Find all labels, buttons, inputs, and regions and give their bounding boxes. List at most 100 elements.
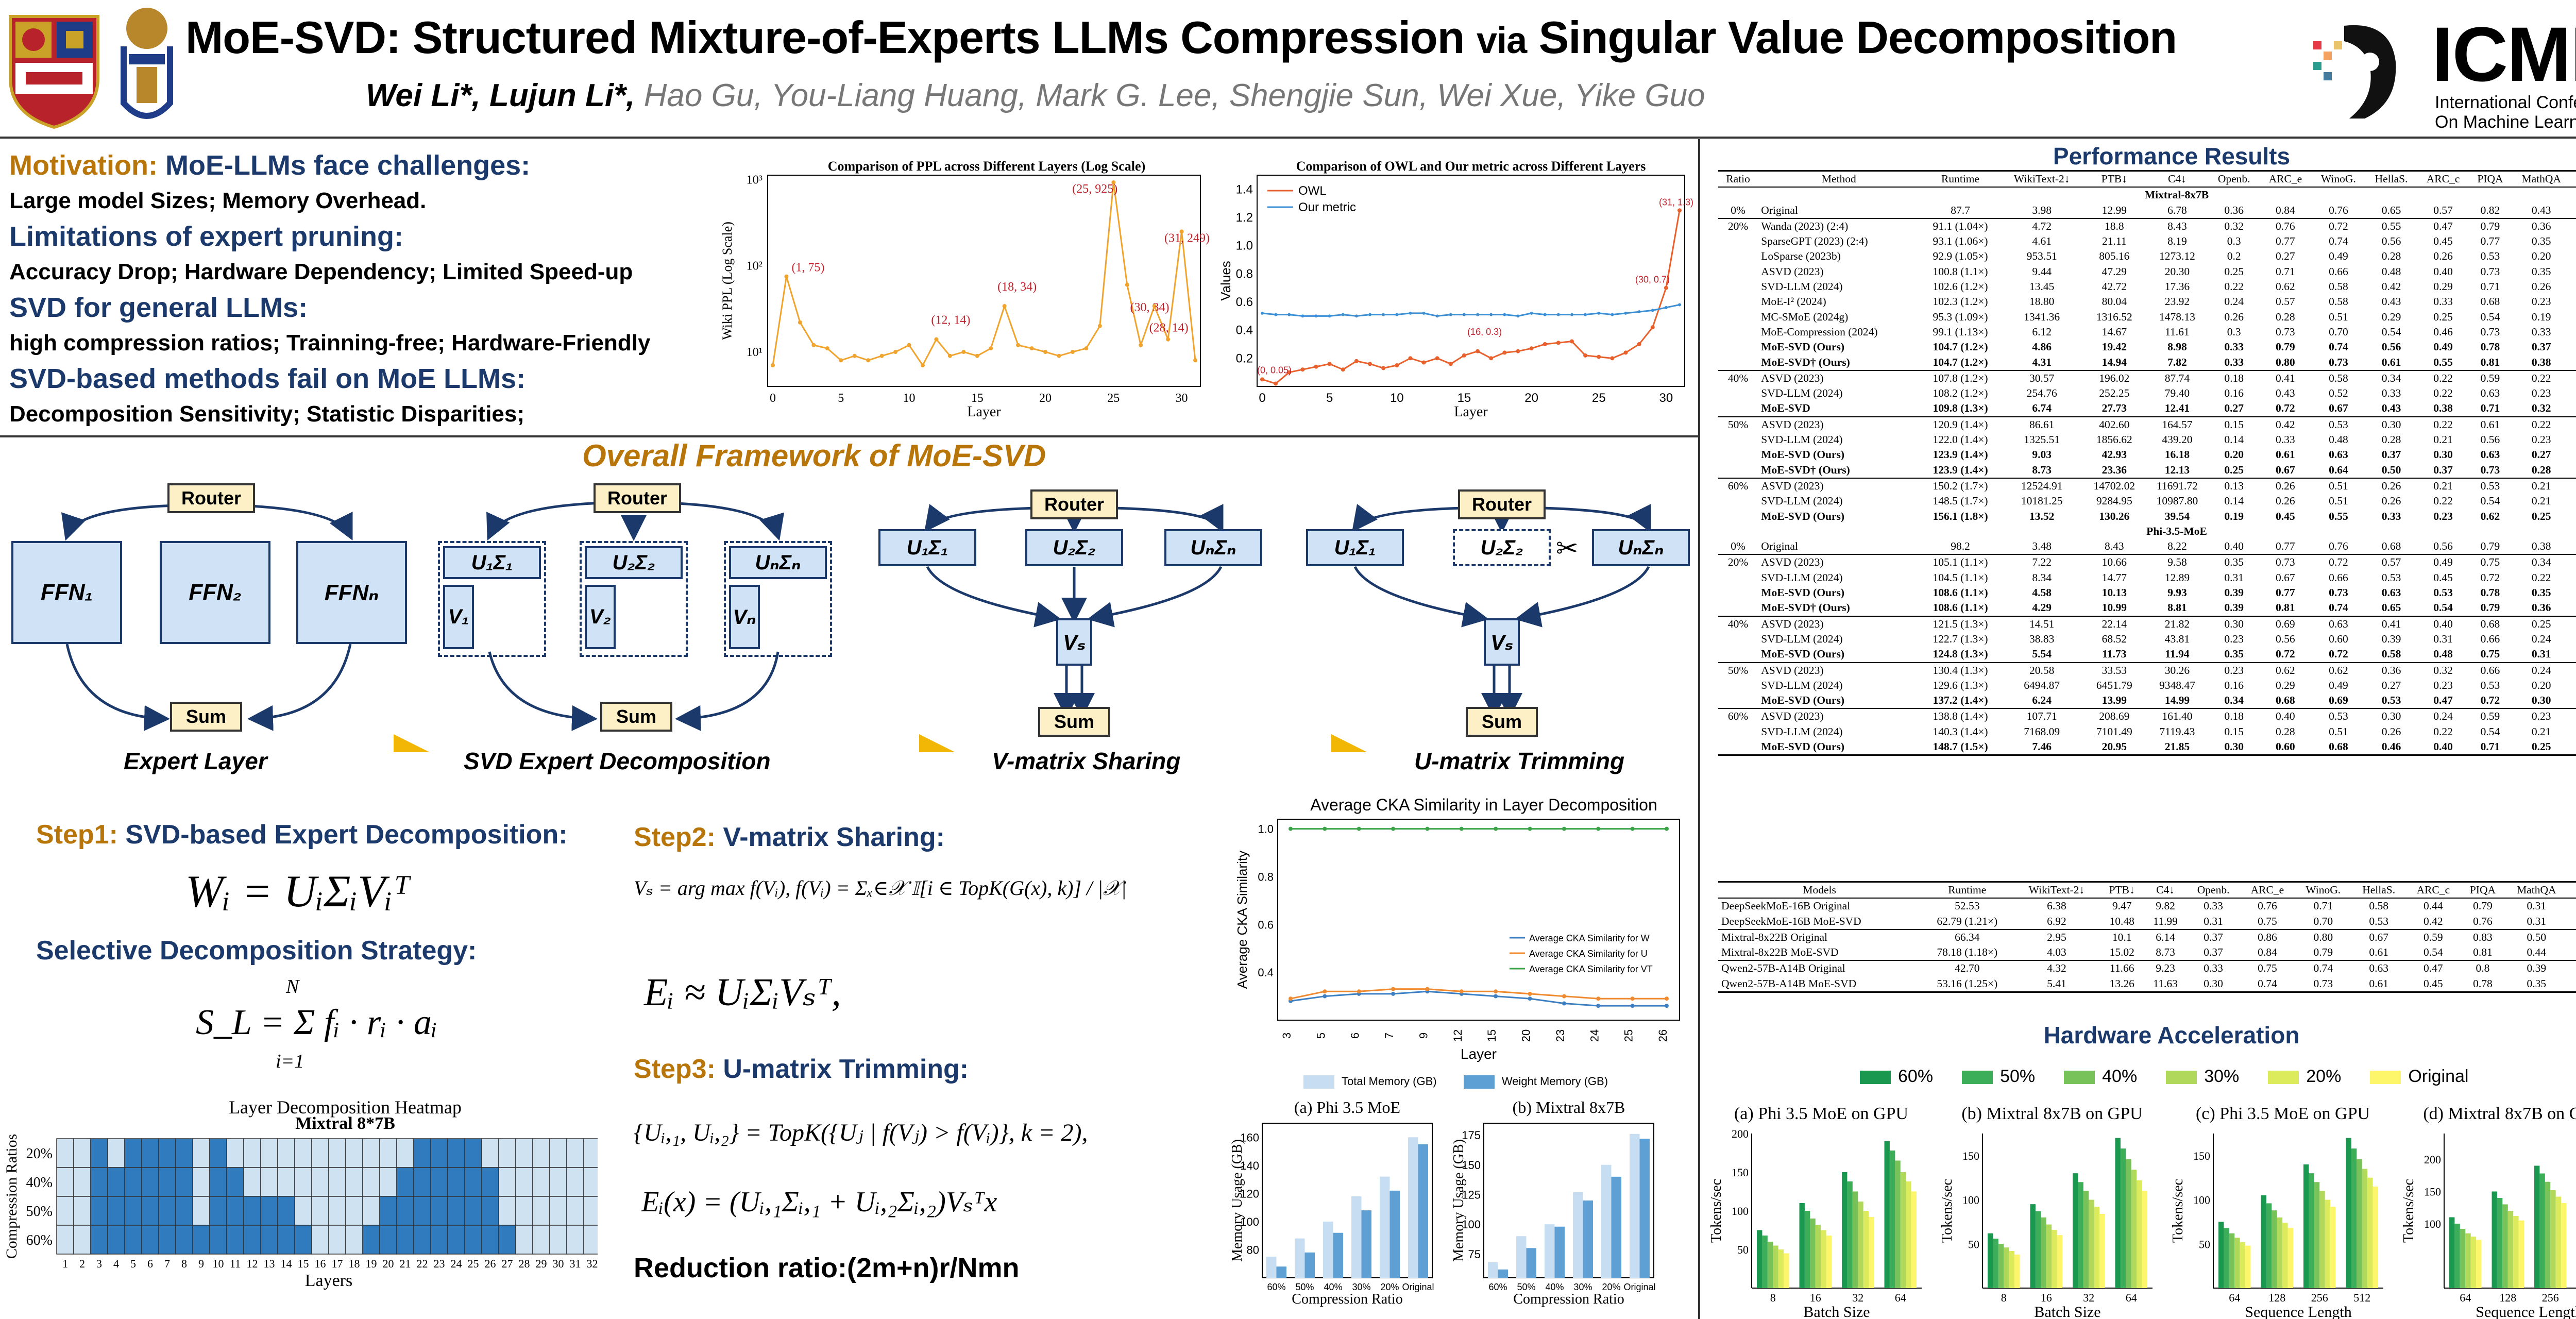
results-cell: 0.44 xyxy=(2571,294,2576,309)
results-cell: 0.77 xyxy=(2276,540,2295,553)
results-cell: ASVD (2023) xyxy=(1758,554,1920,570)
hardware-bar xyxy=(2476,1240,2482,1288)
hardware-bar xyxy=(2309,1173,2314,1288)
hardware-bar xyxy=(2240,1242,2246,1288)
results-cell: 208.69 xyxy=(2082,708,2146,724)
results-cell: 104.7 (1.2×) xyxy=(1933,356,1988,368)
ppl-point xyxy=(1166,337,1171,342)
hardware-bar xyxy=(2218,1222,2224,1288)
results-cell: 108.6 (1.1×) xyxy=(1933,601,1988,614)
heatmap-cell xyxy=(447,1196,465,1226)
models-header-cell: WikiText-2↓ xyxy=(2013,881,2100,899)
owl-point xyxy=(1610,356,1615,361)
heatmap-col-label: 17 xyxy=(332,1257,343,1270)
university-crest-logo xyxy=(5,11,103,130)
results-cell: 0.46 xyxy=(2381,740,2401,753)
results-cell: 0.53 xyxy=(2571,693,2576,708)
heatmap-plot: 20%40%50%60%1 2 3 4 5 6 7 8 9 10 11 12 13 14 15 16 17 18 1… xyxy=(3,1134,601,1290)
hardware-bar xyxy=(1821,1230,1826,1288)
results-cell: 0.71 xyxy=(2276,265,2295,278)
results-header-cell: ARC_c xyxy=(2417,170,2469,188)
heatmap-cell xyxy=(73,1138,91,1168)
motivation-heading: Motivation: MoE-LLMs face challenges: xyxy=(9,147,731,184)
heatmap-cell xyxy=(464,1225,482,1255)
results-cell: 21.82 xyxy=(2145,615,2209,632)
models-header-row: Models Runtime WikiText-2↓ PTB↓ C4↓ Openb. ARC… xyxy=(1718,881,2576,899)
hardware-legend-label: 20% xyxy=(2306,1067,2342,1086)
mixtral-row: 50% ASVD (2023) 120.9 (1.4×) 86.61 402.60 164… xyxy=(1718,416,2576,433)
owl-ytick: 1.2 xyxy=(1236,211,1253,225)
results-cell: 0.45 xyxy=(2276,510,2295,522)
heatmap-col-label: 10 xyxy=(213,1257,224,1270)
ppl-annotation: (25, 925) xyxy=(1072,182,1117,196)
memory-frame xyxy=(1483,1123,1654,1278)
hardware-bar xyxy=(2057,1235,2062,1288)
results-cell: 0.73 xyxy=(2480,265,2500,278)
heatmap-cell xyxy=(413,1225,431,1255)
heatmap-col-label: 3 xyxy=(96,1257,102,1270)
owl-point xyxy=(1502,350,1507,355)
results-cell: 0.33 xyxy=(2571,310,2576,325)
ppl-ytick: 10² xyxy=(747,260,762,273)
results-cell: 0.28 xyxy=(2276,725,2295,738)
metric-line xyxy=(1262,303,1680,317)
results-cell: 12.89 xyxy=(2164,571,2190,584)
metric-point xyxy=(1543,313,1547,316)
results-cell: 0.72 xyxy=(2276,648,2295,661)
models-cell: 0.58 xyxy=(2369,900,2388,912)
phi-row: 60% ASVD (2023) 138.8 (1.4×) 107.71 208.69 16… xyxy=(1718,708,2576,724)
icml-subtitle-2: On Machine Learning xyxy=(2435,112,2576,132)
heatmap-cell xyxy=(396,1167,414,1197)
equation-vs: Vₛ = arg max f(Vᵢ), f(Vᵢ) = Σₓ∈𝒳 𝕀[i ∈ T… xyxy=(634,876,1127,900)
results-cell: 0.48 xyxy=(2329,433,2348,446)
models-cell: 53.16 (1.25×) xyxy=(1937,977,1998,990)
phi-row: MoE-SVD (Ours) 108.6 (1.1×) 4.58 10.13 9.93 0… xyxy=(1718,585,2576,600)
heatmap-cell xyxy=(90,1138,108,1168)
results-cell: SVD-LLM (2024) xyxy=(1761,387,1843,400)
results-cell: 0% xyxy=(1731,540,1745,553)
mixtral-row: MoE-I² (2024) 102.3 (1.2×) 18.80 80.04 23.92… xyxy=(1718,294,2576,309)
results-cell: 123.9 (1.4×) xyxy=(1933,448,1988,461)
models-cell: 0.84 xyxy=(2258,946,2277,959)
results-cell: Original xyxy=(1761,540,1798,553)
models-cell: 15.02 xyxy=(2109,946,2134,959)
results-cell: 4.31 xyxy=(2032,356,2052,368)
heatmap-cell xyxy=(430,1167,448,1197)
memory-xtick: Original xyxy=(1623,1282,1655,1292)
results-cell: 0.57 xyxy=(2571,217,2576,234)
results-cell xyxy=(1718,678,1758,693)
ppl-point xyxy=(1029,346,1034,351)
memory-bar-weight xyxy=(1554,1226,1565,1278)
results-cell: 148.7 (1.5×) xyxy=(1933,740,1988,753)
results-cell: 0.36 xyxy=(2571,369,2576,386)
ppl-point xyxy=(771,363,775,367)
results-cell: 0.36 xyxy=(2511,217,2572,234)
results-group-row: Mixtral-8x7B xyxy=(1718,187,2576,202)
heatmap-col-label: 27 xyxy=(502,1257,513,1270)
results-cell: 0.32 xyxy=(2531,402,2551,415)
owl-point xyxy=(1462,353,1466,358)
results-cell: 0.33 xyxy=(2276,433,2295,446)
results-cell: 0.50 xyxy=(2381,463,2401,476)
ppl-point xyxy=(1152,304,1157,309)
owl-point xyxy=(1368,362,1372,366)
heatmap-cell xyxy=(226,1167,244,1197)
cka-ytick: 0.6 xyxy=(1258,918,1274,931)
results-cell: MoE-SVD (Ours) xyxy=(1761,740,1845,753)
results-cell: 0.22 xyxy=(2511,416,2572,433)
results-cell xyxy=(1718,325,1758,340)
results-cell: 8.19 xyxy=(2167,235,2187,248)
results-cell xyxy=(1718,386,1758,401)
hardware-xtick: 64 xyxy=(2126,1291,2137,1304)
results-cell: 0.26 xyxy=(2381,495,2401,508)
heatmap-cell xyxy=(277,1225,295,1255)
results-cell: 0.72 xyxy=(2311,217,2366,234)
hardware-bar xyxy=(2325,1199,2331,1288)
hardware-bar xyxy=(1757,1230,1762,1288)
results-cell: 60% xyxy=(1718,708,1758,724)
results-cell: 0.56 xyxy=(2381,235,2401,248)
models-cell: 0.37 xyxy=(2204,946,2223,959)
phi-row: 50% ASVD (2023) 130.4 (1.3×) 20.58 33.53 30.2… xyxy=(1718,662,2576,678)
heatmap-cell xyxy=(294,1225,312,1255)
expert-n-decomp xyxy=(724,541,832,657)
